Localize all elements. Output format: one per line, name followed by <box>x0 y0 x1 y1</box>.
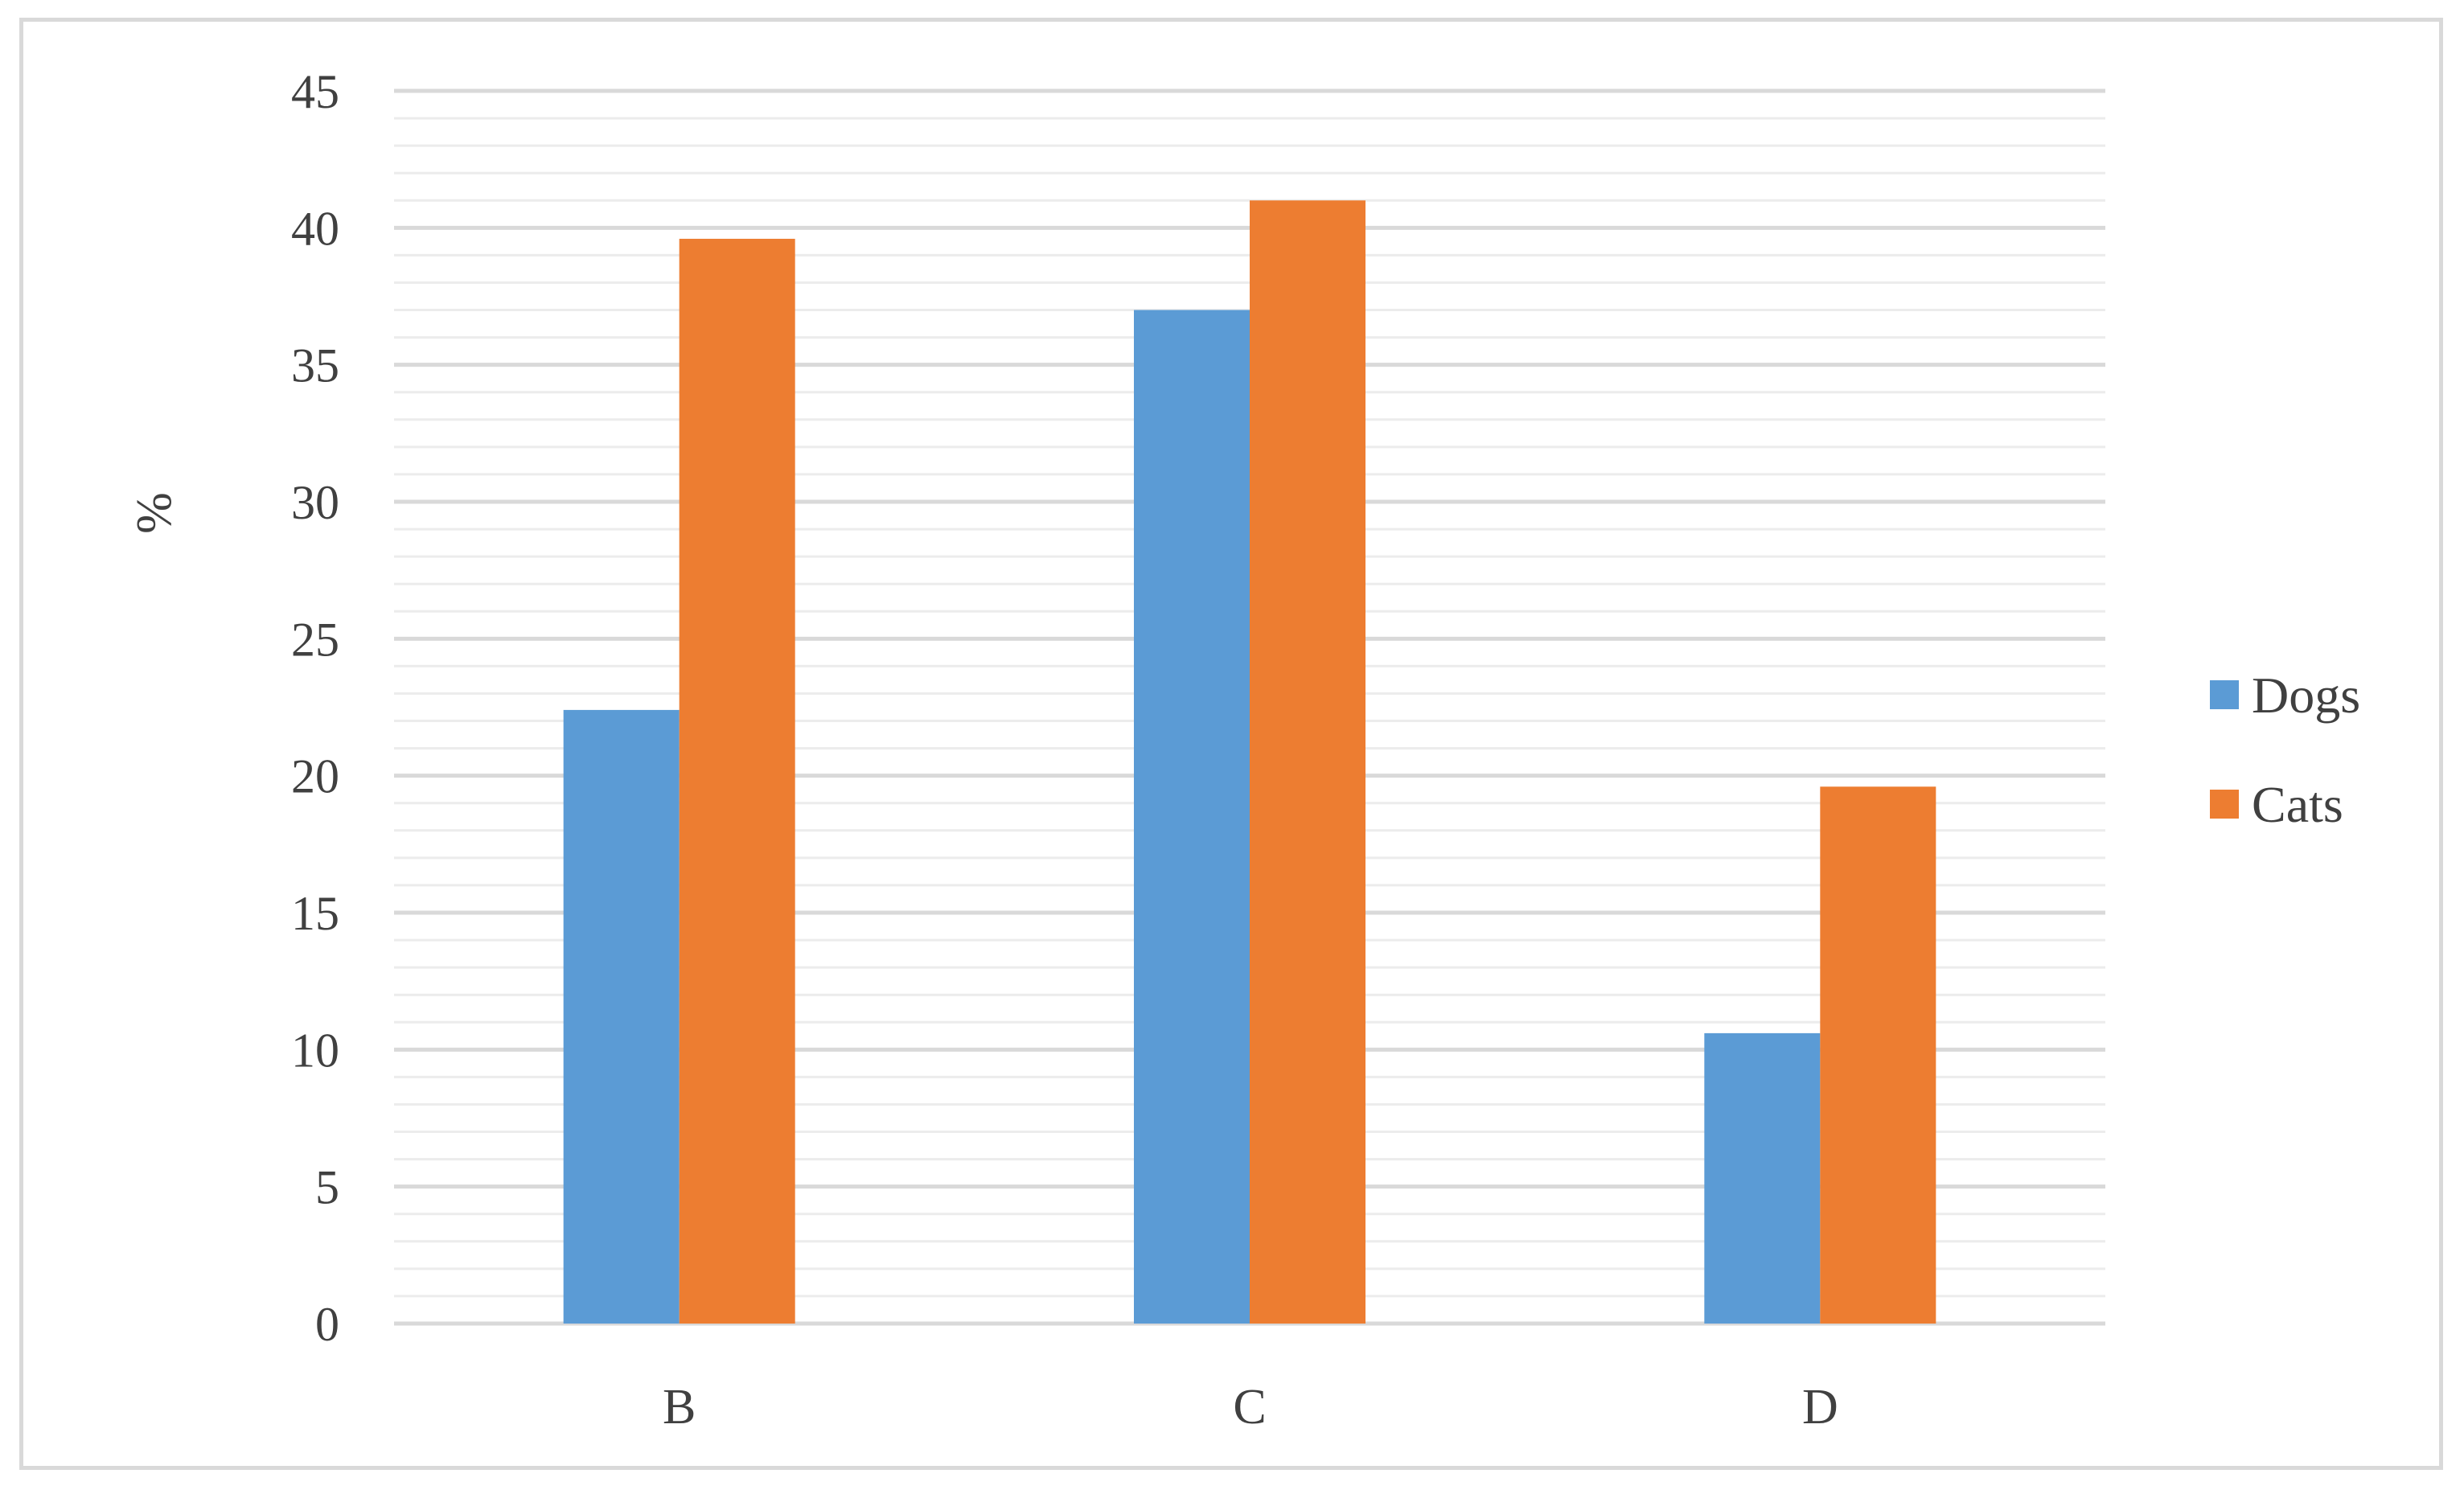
x-tick-label: D <box>1802 1380 1838 1435</box>
bar-cats-c <box>1250 200 1365 1324</box>
bar-cats-b <box>679 238 795 1324</box>
legend-item-cats: Cats <box>2210 776 2343 833</box>
bar-cats-d <box>1820 786 1936 1324</box>
x-tick-label: C <box>1233 1380 1266 1435</box>
y-tick-label: 15 <box>291 887 339 940</box>
legend-swatch <box>2210 680 2239 709</box>
x-tick-labels: B C D <box>663 1380 1838 1435</box>
bar-dogs-d <box>1704 1032 1821 1324</box>
y-tick-label: 30 <box>291 476 339 529</box>
bar-dogs-c <box>1134 310 1250 1324</box>
y-tick-label: 5 <box>315 1161 339 1214</box>
y-tick-label: 35 <box>291 339 339 392</box>
y-tick-labels: 0 5 10 15 20 25 30 35 40 45 <box>291 65 339 1351</box>
y-tick-label: 10 <box>291 1024 339 1077</box>
legend: Dogs Cats <box>2210 667 2360 833</box>
legend-label: Dogs <box>2252 667 2360 724</box>
bar-dogs-b <box>563 709 680 1324</box>
y-tick-label: 45 <box>291 65 339 118</box>
y-tick-label: 20 <box>291 750 339 803</box>
y-tick-label: 0 <box>315 1298 339 1351</box>
y-axis-title: % <box>127 492 182 534</box>
legend-label: Cats <box>2252 776 2343 833</box>
y-tick-label: 40 <box>291 202 339 255</box>
y-tick-label: 25 <box>291 613 339 666</box>
legend-swatch <box>2210 790 2239 819</box>
bars <box>563 200 1936 1324</box>
legend-item-dogs: Dogs <box>2210 667 2360 724</box>
x-tick-label: B <box>663 1380 696 1435</box>
